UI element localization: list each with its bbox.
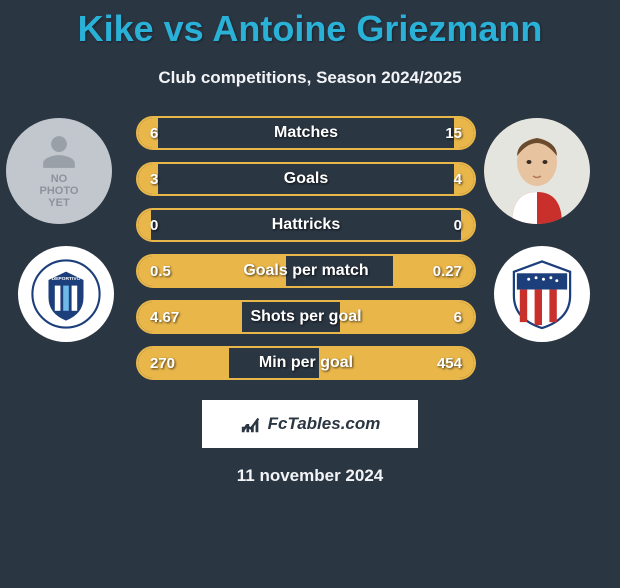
stat-row: 4.676Shots per goal: [136, 300, 476, 334]
club-left-logo: DEPORTIVO: [18, 246, 114, 342]
comparison-title: Kike vs Antoine Griezmann: [0, 8, 620, 50]
atletico-crest-icon: [505, 257, 579, 331]
alaves-crest-icon: DEPORTIVO: [31, 259, 101, 329]
comparison-date: 11 november 2024: [0, 466, 620, 486]
stat-bars-container: 615Matches 34Goals 00Hattricks 0.50.27Goals…: [136, 116, 476, 392]
brand-text: FcTables.com: [268, 414, 381, 434]
player-left-avatar: NOPHOTOYET: [6, 118, 112, 224]
stat-label: Min per goal: [138, 348, 474, 378]
stat-row: 270454Min per goal: [136, 346, 476, 380]
stat-row: 0.50.27Goals per match: [136, 254, 476, 288]
player-portrait-icon: [484, 118, 590, 224]
player-right-avatar: [484, 118, 590, 224]
stat-label: Goals: [138, 164, 474, 194]
stat-label: Shots per goal: [138, 302, 474, 332]
club-right-logo: [494, 246, 590, 342]
stat-row: 00Hattricks: [136, 208, 476, 242]
stat-row: 615Matches: [136, 116, 476, 150]
svg-text:DEPORTIVO: DEPORTIVO: [52, 276, 81, 282]
player-right-photo: [484, 118, 590, 224]
stat-label: Matches: [138, 118, 474, 148]
stat-row: 34Goals: [136, 162, 476, 196]
no-photo-placeholder: NOPHOTOYET: [6, 118, 112, 224]
comparison-main: NOPHOTOYET DEPORTIVO: [0, 116, 620, 388]
stat-label: Goals per match: [138, 256, 474, 286]
stat-label: Hattricks: [138, 210, 474, 240]
person-silhouette-icon: [40, 133, 78, 171]
chart-icon: [240, 413, 262, 435]
comparison-subtitle: Club competitions, Season 2024/2025: [0, 68, 620, 88]
brand-badge: FcTables.com: [202, 400, 418, 448]
